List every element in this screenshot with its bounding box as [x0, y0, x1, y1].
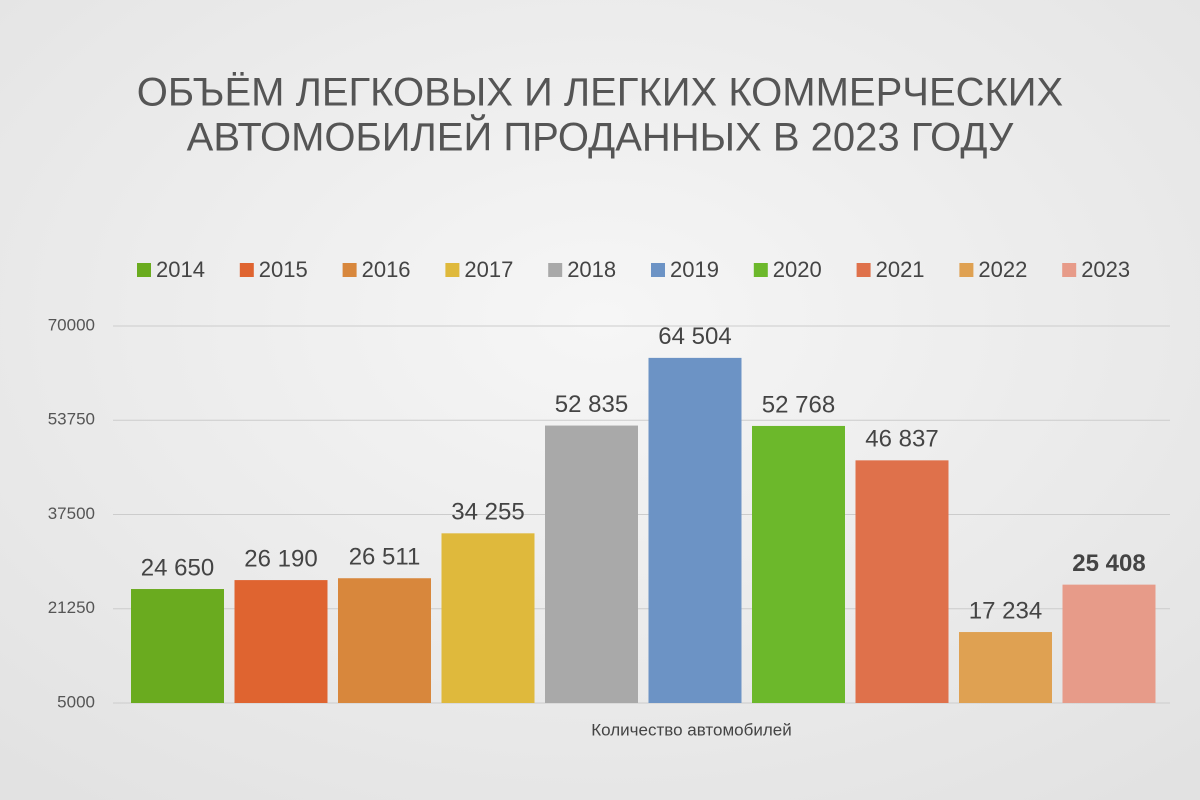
legend-swatch [137, 263, 151, 277]
legend-label: 2015 [259, 257, 308, 282]
legend-swatch [959, 263, 974, 277]
legend-swatch [548, 263, 563, 277]
legend-label: 2017 [464, 257, 513, 282]
data-label: 46 837 [865, 426, 938, 453]
legend-label: 2022 [978, 257, 1027, 282]
bar [338, 578, 431, 703]
bar [855, 460, 949, 703]
bar [545, 425, 638, 703]
data-label: 26 511 [349, 544, 421, 571]
y-tick-label: 21250 [48, 598, 95, 617]
bar [131, 589, 224, 703]
bar [959, 632, 1052, 703]
chart-title: ОБЪЁМ ЛЕГКОВЫХ И ЛЕГКИХ КОММЕРЧЕСКИХ [137, 71, 1063, 115]
bar [441, 533, 535, 703]
data-label: 34 255 [451, 499, 524, 526]
bar [234, 580, 328, 703]
bar [648, 357, 742, 703]
legend-label: 2021 [876, 257, 925, 282]
data-label: 17 234 [969, 597, 1042, 624]
legend-label: 2023 [1081, 257, 1130, 282]
legend-swatch [856, 263, 871, 277]
bar [752, 425, 845, 703]
data-label: 52 768 [762, 391, 835, 418]
legend-swatch [239, 263, 254, 277]
legend-label: 2020 [773, 257, 822, 282]
bar [1062, 584, 1156, 703]
data-label: 25 408 [1072, 550, 1145, 577]
legend-swatch [651, 263, 665, 277]
legend-label: 2018 [567, 257, 616, 282]
data-label: 64 504 [658, 323, 731, 350]
y-tick-label: 70000 [48, 315, 95, 334]
chart-title: АВТОМОБИЛЕЙ ПРОДАННЫХ В 2023 ГОДУ [187, 114, 1014, 160]
legend-swatch [753, 263, 768, 277]
legend-label: 2016 [362, 257, 411, 282]
y-tick-label: 37500 [48, 504, 95, 523]
legend-swatch [445, 263, 460, 277]
legend-label: 2019 [670, 257, 719, 282]
legend-swatch [342, 263, 357, 277]
y-tick-label: 53750 [48, 410, 95, 429]
y-tick-label: 5000 [57, 692, 95, 711]
data-label: 52 835 [555, 391, 628, 418]
data-label: 24 650 [141, 554, 214, 581]
legend-swatch [1062, 263, 1077, 277]
legend-label: 2014 [156, 257, 205, 282]
x-axis-category: Количество автомобилей [591, 720, 791, 739]
data-label: 26 190 [244, 545, 317, 572]
